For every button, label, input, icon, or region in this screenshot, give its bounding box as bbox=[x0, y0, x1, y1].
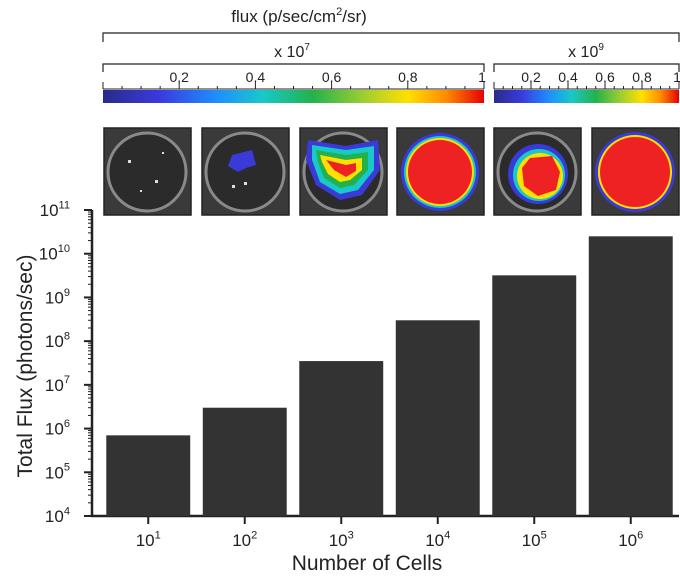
x-axis-label: Number of Cells bbox=[292, 552, 443, 575]
well-image-2 bbox=[201, 127, 290, 216]
y-tick-label: 107 bbox=[45, 374, 70, 395]
bar bbox=[395, 320, 480, 516]
colorbar-tick-label: 0.4 bbox=[246, 69, 266, 85]
well-image-6 bbox=[591, 127, 680, 216]
colorbar-tick-label: 0.4 bbox=[558, 69, 578, 85]
x-tick-label: 101 bbox=[136, 529, 161, 550]
x-tick-label: 104 bbox=[425, 529, 450, 550]
colorbar-high: 0.2 0.4 0.6 0.8 1 bbox=[493, 69, 680, 103]
x-tick-label: 106 bbox=[618, 529, 643, 550]
y-tick-label: 109 bbox=[45, 287, 70, 308]
y-tick-label: 1011 bbox=[40, 199, 70, 220]
bar bbox=[106, 435, 191, 516]
bar bbox=[492, 275, 577, 516]
scale-low-bracket bbox=[102, 63, 485, 72]
flux-bracket bbox=[102, 32, 680, 42]
scale-low-label: x 107 bbox=[274, 42, 310, 61]
bar bbox=[299, 361, 384, 516]
flux-label: flux (p/sec/cm2/sr) bbox=[231, 6, 367, 26]
y-axis-label: Total Flux (photons/sec) bbox=[14, 255, 37, 478]
colorbar-tick-label: 1 bbox=[673, 69, 680, 85]
colorbar-gradient bbox=[494, 90, 679, 103]
y-tick-label: 1010 bbox=[39, 243, 70, 264]
well-image-1 bbox=[103, 127, 192, 216]
well-image-4 bbox=[396, 127, 485, 216]
well-image-3 bbox=[299, 127, 388, 216]
y-tick-label: 108 bbox=[45, 330, 70, 351]
colorbar-tick-label: 0.8 bbox=[632, 69, 652, 85]
colorbar-tick-label: 1 bbox=[478, 69, 486, 85]
colorbar-low: 0.2 0.4 0.6 0.8 1 bbox=[102, 69, 486, 103]
plot-area: 104 105 106 107 108 109 1010 1011 101 102 103 104 10… bbox=[39, 199, 679, 550]
x-tick-label: 102 bbox=[232, 529, 257, 550]
colorbar-tick-label: 0.2 bbox=[521, 69, 541, 85]
bar bbox=[588, 236, 673, 517]
well-images bbox=[103, 127, 680, 216]
y-tick-label: 106 bbox=[45, 418, 70, 439]
x-tick-label: 105 bbox=[522, 529, 547, 550]
y-tick-label: 104 bbox=[45, 505, 70, 526]
colorbar-tick-label: 0.2 bbox=[169, 69, 189, 85]
scale-high-bracket bbox=[493, 63, 680, 72]
bar bbox=[202, 407, 287, 516]
y-tick-label: 105 bbox=[45, 462, 70, 483]
well-image-5 bbox=[493, 127, 582, 216]
colorbar-tick-label: 0.6 bbox=[595, 69, 615, 85]
colorbar-tick-label: 0.8 bbox=[398, 69, 418, 85]
x-tick-label: 103 bbox=[329, 529, 354, 550]
colorbar-gradient bbox=[103, 90, 484, 103]
scale-high-label: x 109 bbox=[568, 42, 604, 61]
colorbar-tick-label: 0.6 bbox=[322, 69, 342, 85]
